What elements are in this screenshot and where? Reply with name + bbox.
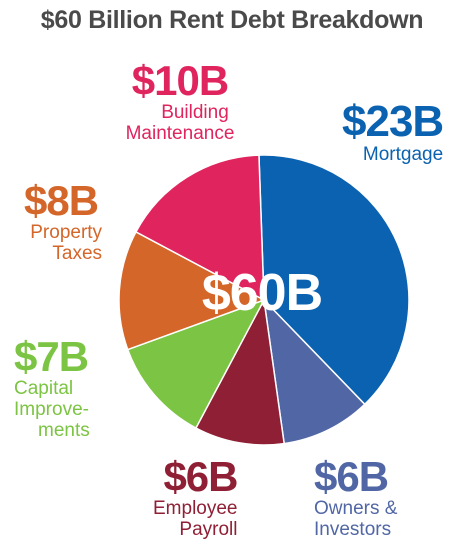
pie-slice-capital-improvements xyxy=(126,298,266,430)
slice-text-line: Property xyxy=(30,222,103,243)
pie-slice-property-taxes xyxy=(118,230,266,351)
slice-label-capital-improvements: $7B Capital Improve- ments xyxy=(14,333,90,442)
slice-text-line: Building xyxy=(161,102,229,123)
chart-title: $60 Billion Rent Debt Breakdown xyxy=(40,6,424,34)
slice-text-line: Payroll xyxy=(179,519,238,540)
slice-text-employee-payroll: Employee Payroll xyxy=(153,498,238,540)
slice-label-mortgage: $23B Mortgage xyxy=(342,97,444,166)
slice-value-employee-payroll: $6B xyxy=(163,453,238,500)
slice-value-building-maintenance: $10B xyxy=(131,57,229,104)
slice-text-line: Employee xyxy=(153,498,238,519)
slice-label-building-maintenance: $10B Building Maintenance xyxy=(110,57,250,145)
slice-text-line: Owners & xyxy=(314,498,398,519)
slice-value-owners-investors: $6B xyxy=(314,453,389,500)
slice-text-owners-investors: Owners & Investors xyxy=(314,498,397,540)
pie-slice-mortgage xyxy=(258,154,410,406)
pie-slice-building-maintenance xyxy=(134,154,265,302)
slice-text-line: Improve- xyxy=(14,399,89,420)
slice-text-line: Mortgage xyxy=(362,144,444,165)
pie-slice-owners-investors xyxy=(262,297,366,445)
slice-text-line: Investors xyxy=(314,519,392,540)
slice-value-property-taxes: $8B xyxy=(24,177,99,224)
slice-text-line: ments xyxy=(38,420,90,441)
slice-text-line: Taxes xyxy=(52,243,103,264)
slice-label-property-taxes: $8B Property Taxes xyxy=(24,177,102,265)
pie-slice-employee-payroll xyxy=(194,297,286,446)
slice-text-mortgage: Mortgage xyxy=(342,144,443,165)
slice-label-employee-payroll: $6B Employee Payroll xyxy=(153,453,238,541)
slice-text-property-taxes: Property Taxes xyxy=(24,222,102,264)
slice-text-capital-improvements: Capital Improve- ments xyxy=(14,378,90,441)
slice-text-line: Maintenance xyxy=(125,123,235,144)
slice-text-building-maintenance: Building Maintenance xyxy=(110,102,250,144)
slice-label-owners-investors: $6B Owners & Investors xyxy=(314,453,397,541)
pie-center-total: $60B xyxy=(201,264,323,322)
slice-text-line: Capital xyxy=(14,378,74,399)
slice-value-capital-improvements: $7B xyxy=(14,333,89,380)
slice-value-mortgage: $23B xyxy=(342,97,444,146)
